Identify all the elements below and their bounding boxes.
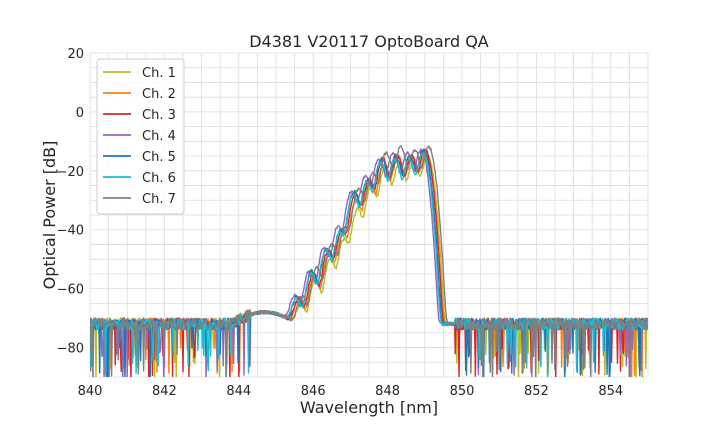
y-tick-label: −60 <box>57 283 84 298</box>
x-tick-label: 848 <box>375 384 400 399</box>
y-tick-label: −40 <box>57 224 84 239</box>
x-tick-label: 854 <box>598 384 623 399</box>
plot-area <box>90 145 648 377</box>
x-tick-label: 842 <box>152 384 177 399</box>
x-axis-label: Wavelength [nm] <box>300 398 438 417</box>
chart-title: D4381 V20117 OptoBoard QA <box>249 32 489 51</box>
y-tick-label: −80 <box>57 342 84 357</box>
x-tick-label: 852 <box>524 384 549 399</box>
y-tick-label: 0 <box>76 106 84 121</box>
x-tick-label: 840 <box>78 384 103 399</box>
legend-label: Ch. 2 <box>142 87 176 102</box>
x-tick-label: 850 <box>450 384 475 399</box>
legend: Ch. 1 Ch. 2 Ch. 3 Ch. 4 Ch. 5 Ch. 6 Ch. 7 <box>96 58 185 215</box>
legend-label: Ch. 4 <box>142 129 176 144</box>
legend-label: Ch. 1 <box>142 66 176 81</box>
legend-box <box>96 58 185 215</box>
tick-labels: 840 842 844 846 848 850 852 854 20 0 −20 −40 −60 −80 <box>57 47 624 399</box>
y-tick-label: −20 <box>57 165 84 180</box>
legend-label: Ch. 5 <box>142 150 176 165</box>
legend-label: Ch. 3 <box>142 108 176 123</box>
y-axis-label: Optical Power [dB] <box>40 141 59 290</box>
legend-label: Ch. 6 <box>142 171 176 186</box>
series-lines <box>90 145 648 377</box>
x-tick-label: 844 <box>226 384 251 399</box>
legend-label: Ch. 7 <box>142 192 176 207</box>
series-line-ch7 <box>90 145 648 377</box>
x-tick-label: 846 <box>301 384 326 399</box>
y-tick-label: 20 <box>67 47 84 62</box>
